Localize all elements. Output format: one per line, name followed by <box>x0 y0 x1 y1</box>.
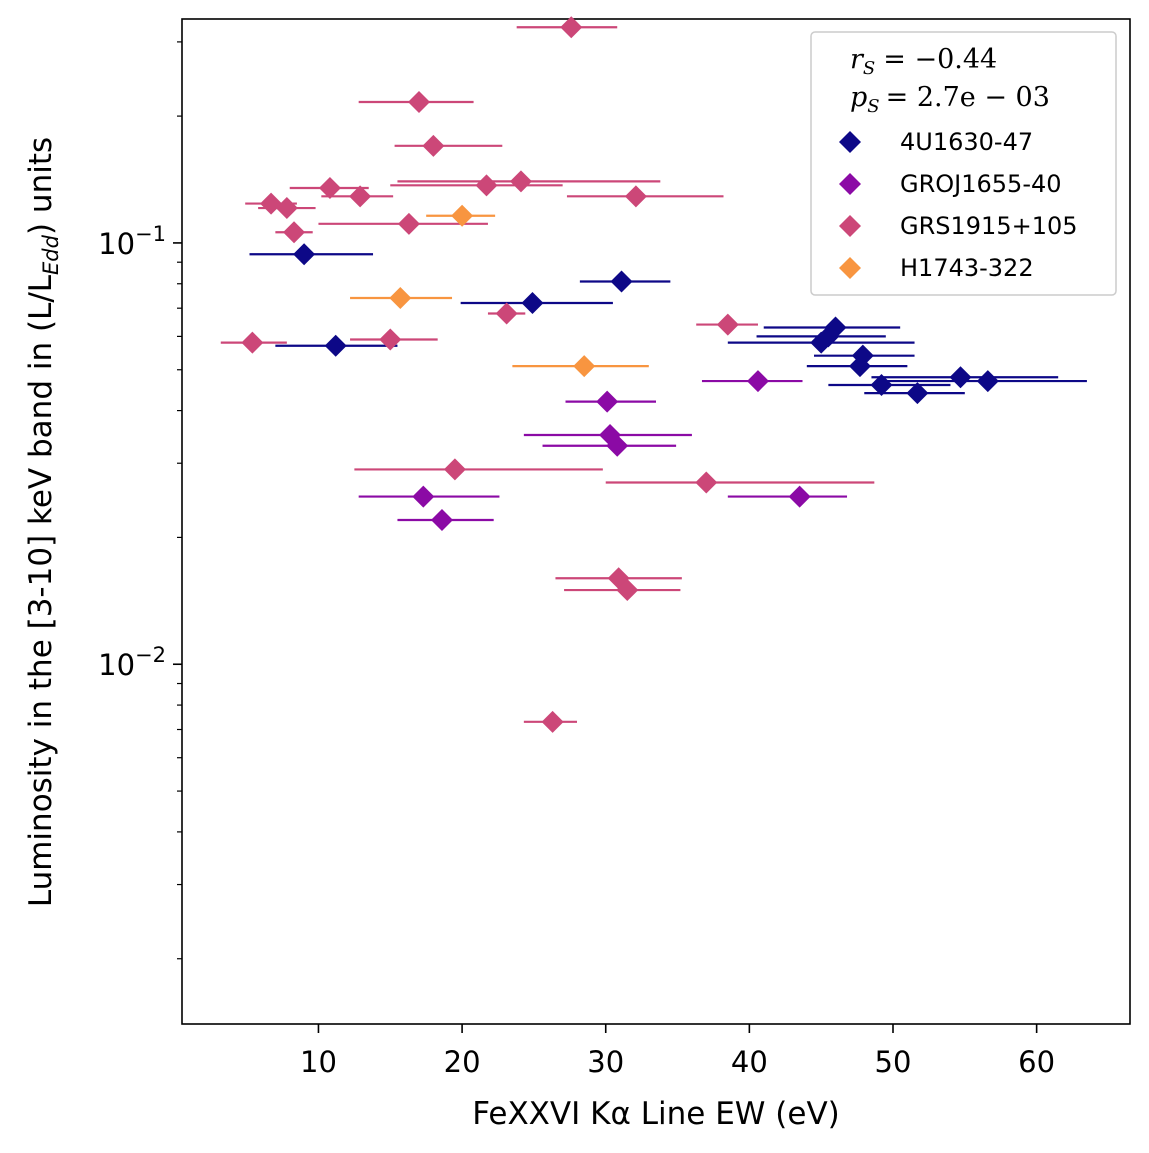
point-grs1915-105-12[interactable] <box>283 221 306 244</box>
legend-box <box>810 31 1117 296</box>
point-grs1915-105-11[interactable] <box>397 212 420 235</box>
ps-subscript: S <box>867 96 879 117</box>
point-4u1630-47-2[interactable] <box>324 334 347 357</box>
legend-marker-4u1630 <box>839 131 861 153</box>
point-grs1915-105-2[interactable] <box>408 91 430 114</box>
legend-label-groj1655: GROJ1655-40 <box>900 170 1062 198</box>
x-tick-label-50: 50 <box>875 1045 912 1079</box>
point-grs1915-105-20[interactable] <box>616 579 639 602</box>
y-tick-label-0-01: 10−2 <box>98 643 166 682</box>
point-groj1655-40-5[interactable] <box>606 434 629 457</box>
x-tick-label-40: 40 <box>731 1045 768 1079</box>
y-axis-label-main: Luminosity in the [3-10] keV band in (L/… <box>23 274 59 907</box>
point-grs1915-105-14[interactable] <box>716 313 739 336</box>
point-4u1630-47-13[interactable] <box>976 370 999 393</box>
point-grs1915-105-21[interactable] <box>541 710 564 733</box>
point-grs1915-105-16[interactable] <box>379 328 402 351</box>
point-4u1630-47-3[interactable] <box>521 292 544 315</box>
y-axis-label-subscript: Edd <box>39 234 63 275</box>
legend-marker-grs1915 <box>839 215 861 237</box>
point-grs1915-105-18[interactable] <box>695 471 718 494</box>
point-grs1915-105-9[interactable] <box>260 192 283 215</box>
point-grs1915-105-10[interactable] <box>275 197 298 220</box>
legend-label-grs1915: GRS1915+105 <box>900 212 1078 240</box>
point-grs1915-105-15[interactable] <box>241 331 264 354</box>
point-grs1915-105-6[interactable] <box>475 174 498 197</box>
point-grs1915-105-8[interactable] <box>624 185 647 208</box>
point-grs1915-105-7[interactable] <box>509 170 532 193</box>
legend-marker-h1743 <box>839 257 861 279</box>
markers-layer <box>241 16 999 733</box>
point-grs1915-105-1[interactable] <box>560 16 583 39</box>
point-h1743-322-2[interactable] <box>389 287 412 310</box>
rs-value: = −0.44 <box>883 44 997 75</box>
ps-value: = 2.7e − 03 <box>886 82 1050 113</box>
legend-label-4u1630: 4U1630-47 <box>900 128 1033 156</box>
y-axis-label: Luminosity in the [3-10] keV band in (L/… <box>23 137 63 907</box>
x-axis: 10 20 30 40 50 60 <box>300 1024 1055 1079</box>
point-grs1915-105-5[interactable] <box>349 185 372 208</box>
legend: rS = −0.44 pS = 2.7e − 03 4U1630-47 GROJ16… <box>810 31 1117 296</box>
point-h1743-322-1[interactable] <box>451 204 474 227</box>
point-groj1655-40-2[interactable] <box>430 508 453 531</box>
legend-marker-groj1655 <box>839 173 861 195</box>
point-4u1630-47-9[interactable] <box>851 344 874 367</box>
point-4u1630-47-1[interactable] <box>293 243 316 266</box>
ps-stat: pS = 2.7e − 03 <box>850 82 1050 117</box>
legend-entry-groj1655[interactable]: GROJ1655-40 <box>839 170 1062 198</box>
x-tick-label-20: 20 <box>444 1045 481 1079</box>
point-groj1655-40-7[interactable] <box>788 485 811 508</box>
legend-label-h1743: H1743-322 <box>900 254 1034 282</box>
x-tick-label-60: 60 <box>1018 1045 1055 1079</box>
point-4u1630-47-7[interactable] <box>824 316 847 339</box>
y-tick-label-0-1: 10−1 <box>98 222 166 261</box>
point-grs1915-105-17[interactable] <box>443 458 466 481</box>
point-4u1630-47-4[interactable] <box>610 270 633 293</box>
ps-symbol: p <box>850 82 867 113</box>
point-groj1655-40-1[interactable] <box>412 485 435 508</box>
rs-symbol: r <box>850 44 865 75</box>
point-grs1915-105-4[interactable] <box>318 177 341 200</box>
point-4u1630-47-11[interactable] <box>906 382 929 405</box>
legend-entry-h1743[interactable]: H1743-322 <box>839 254 1034 282</box>
point-groj1655-40-3[interactable] <box>596 390 619 413</box>
x-axis-label: FeXXVI Kα Line EW (eV) <box>472 1096 840 1132</box>
point-4u1630-47-10[interactable] <box>870 374 893 397</box>
y-axis-label-end: ) units <box>23 137 59 235</box>
x-tick-label-10: 10 <box>300 1045 337 1079</box>
point-grs1915-105-13[interactable] <box>495 302 518 325</box>
point-groj1655-40-6[interactable] <box>746 370 769 393</box>
legend-entry-grs1915[interactable]: GRS1915+105 <box>839 212 1078 240</box>
point-4u1630-47-12[interactable] <box>949 366 972 389</box>
legend-entry-4u1630[interactable]: 4U1630-47 <box>839 128 1033 156</box>
rs-stat: rS = −0.44 <box>850 44 997 79</box>
rs-subscript: S <box>863 58 875 79</box>
point-grs1915-105-3[interactable] <box>422 134 445 157</box>
x-tick-label-30: 30 <box>587 1045 624 1079</box>
y-axis: 10−2 10−1 <box>98 41 182 960</box>
point-h1743-322-3[interactable] <box>573 355 596 378</box>
